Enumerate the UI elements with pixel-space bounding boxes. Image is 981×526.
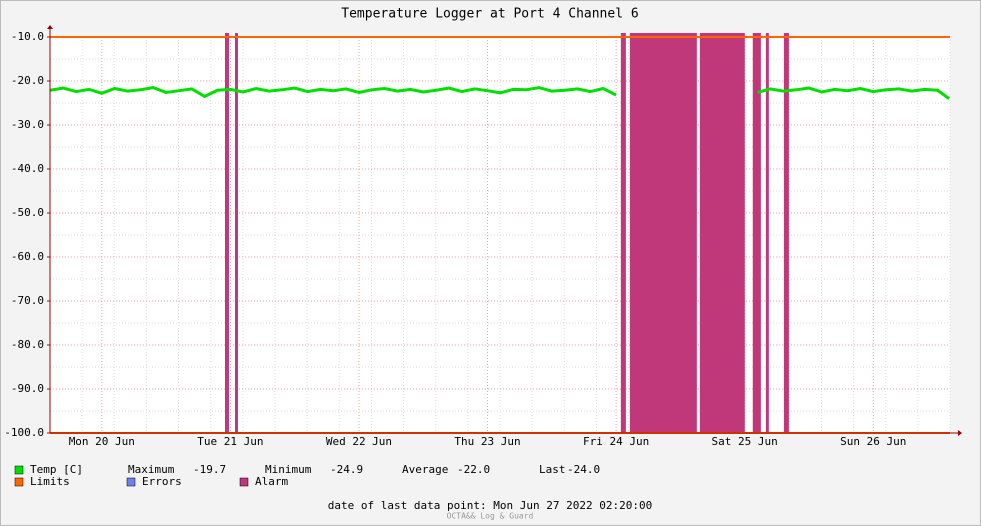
legend-label: Temp [C] xyxy=(30,463,83,476)
temp-line xyxy=(50,86,950,100)
legend-swatch xyxy=(14,477,24,487)
y-tick-label: -90.0 xyxy=(11,382,44,395)
y-arrow xyxy=(47,25,53,29)
alarm-band xyxy=(224,33,229,433)
y-tick-label: -50.0 xyxy=(11,206,44,219)
y-tick-label: -80.0 xyxy=(11,338,44,351)
legend-swatch xyxy=(239,477,249,487)
legend-swatch xyxy=(14,465,24,475)
stat-name: Minimum xyxy=(265,463,312,476)
y-tick-label: -100.0 xyxy=(4,426,44,439)
x-tick-label: Thu 23 Jun xyxy=(454,435,520,448)
stat-value: -24.9 xyxy=(330,463,363,476)
alarm-band xyxy=(783,33,789,433)
stat-name: Last xyxy=(539,463,566,476)
legend-label: Limits xyxy=(30,475,70,488)
alarm-band xyxy=(629,33,697,433)
x-arrow xyxy=(958,430,962,436)
alarm-band xyxy=(699,33,745,433)
alarm-band xyxy=(765,33,769,433)
x-tick-label: Tue 21 Jun xyxy=(197,435,263,448)
footer: date of last data point: Mon Jun 27 2022… xyxy=(328,499,653,512)
x-tick-label: Sun 26 Jun xyxy=(840,435,906,448)
stat-name: Average xyxy=(402,463,448,476)
x-tick-label: Sat 25 Jun xyxy=(712,435,778,448)
legend-swatch xyxy=(126,477,136,487)
y-tick-label: -20.0 xyxy=(11,74,44,87)
alarm-band xyxy=(235,33,238,433)
y-tick-label: -10.0 xyxy=(11,30,44,43)
legend-label: Alarm xyxy=(255,475,288,488)
x-tick-label: Fri 24 Jun xyxy=(583,435,649,448)
alarm-band xyxy=(752,33,761,433)
y-tick-label: -60.0 xyxy=(11,250,44,263)
y-tick-label: -70.0 xyxy=(11,294,44,307)
stat-name: Maximum xyxy=(128,463,175,476)
stat-value: -24.0 xyxy=(567,463,600,476)
x-tick-label: Wed 22 Jun xyxy=(326,435,392,448)
y-tick-label: -40.0 xyxy=(11,162,44,175)
watermark: OCTA&& Log & Guard xyxy=(447,512,534,521)
y-tick-label: -30.0 xyxy=(11,118,44,131)
alarm-band xyxy=(620,33,626,433)
x-tick-label: Mon 20 Jun xyxy=(69,435,135,448)
stat-value: -22.0 xyxy=(457,463,490,476)
stat-value: -19.7 xyxy=(193,463,226,476)
legend-label: Errors xyxy=(142,475,182,488)
chart-title: Temperature Logger at Port 4 Channel 6 xyxy=(341,7,638,22)
